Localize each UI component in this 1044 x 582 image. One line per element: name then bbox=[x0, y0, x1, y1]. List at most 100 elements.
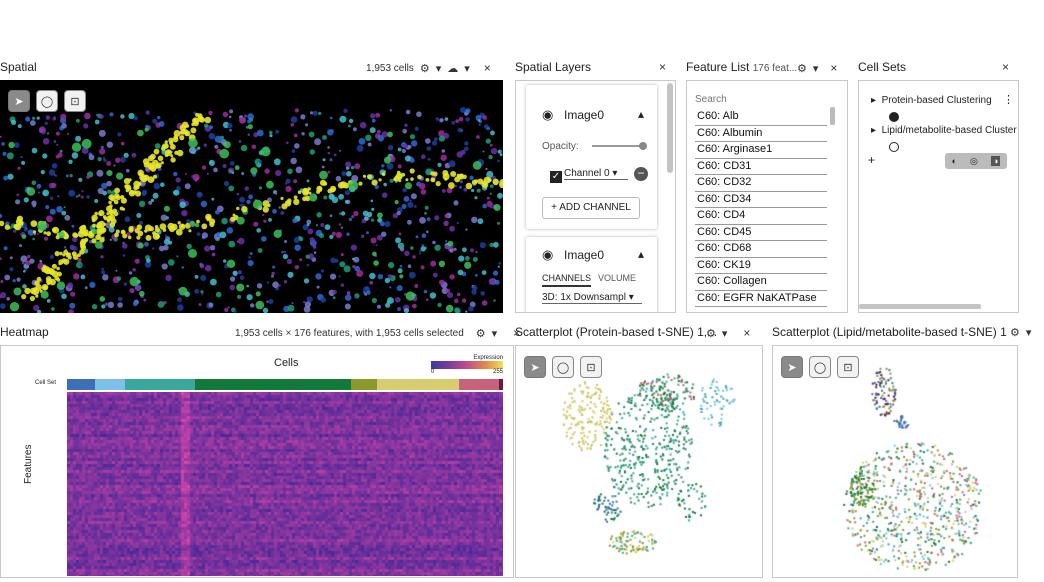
feature-list-title: Feature List 176 feat... bbox=[686, 60, 797, 74]
feature-list-item[interactable]: C60: Collagen bbox=[695, 274, 827, 291]
chevron-down-icon[interactable]: ▾ bbox=[435, 62, 442, 75]
checkbox-icon[interactable] bbox=[889, 112, 899, 122]
cellset-item-protein[interactable]: ▸ Protein-based Clustering bbox=[871, 95, 992, 106]
feature-list-item[interactable]: C60: CD34 bbox=[695, 192, 827, 208]
scrollbar[interactable] bbox=[667, 83, 673, 173]
feature-list-item[interactable]: C60: Arginase1 bbox=[695, 142, 827, 159]
cellset-color-segment[interactable] bbox=[377, 379, 459, 390]
slider-handle[interactable] bbox=[639, 142, 647, 150]
feature-list-item[interactable]: C60: CD68 bbox=[695, 241, 827, 258]
scatter-lipid-panel[interactable]: ➤ ◯ ⊡ bbox=[772, 345, 1018, 578]
cellset-color-segment[interactable] bbox=[195, 379, 351, 390]
opacity-slider[interactable] bbox=[592, 142, 647, 150]
add-channel-button[interactable]: + ADD CHANNEL bbox=[542, 197, 640, 219]
chevron-down-icon[interactable]: ▾ bbox=[1025, 327, 1032, 339]
close-icon[interactable]: × bbox=[513, 326, 521, 340]
eye-icon[interactable]: ◉ bbox=[542, 247, 554, 262]
recenter-button[interactable]: ⊡ bbox=[837, 356, 859, 378]
union-icon[interactable]: ◐ bbox=[951, 156, 957, 166]
heatmap-row-label: Features bbox=[23, 445, 34, 484]
gear-icon[interactable]: ⚙ bbox=[419, 62, 430, 75]
tab-channels[interactable]: CHANNELS bbox=[542, 273, 592, 287]
layer-card-image0: ◉ Image0 ▴ Opacity: ✓ Channel 0 ▾ − + AD… bbox=[526, 85, 657, 229]
legend-title: Expression bbox=[473, 355, 503, 361]
layer-name: Image0 bbox=[564, 248, 605, 262]
cellset-color-segment[interactable] bbox=[351, 379, 377, 390]
close-icon[interactable]: × bbox=[743, 326, 751, 340]
recenter-button[interactable]: ⊡ bbox=[580, 356, 602, 378]
eye-off-icon[interactable]: ◉ bbox=[542, 107, 554, 122]
tab-volume[interactable]: VOLUME bbox=[598, 273, 637, 283]
scrollbar[interactable] bbox=[859, 304, 981, 309]
search-input[interactable] bbox=[695, 91, 831, 107]
cloud-download-icon[interactable]: ☁ bbox=[447, 62, 459, 75]
scatter-lipid-canvas[interactable] bbox=[773, 346, 1017, 577]
feature-count: 176 feat... bbox=[752, 63, 798, 74]
feature-list-item[interactable]: C60: EGFR NaKATPase bbox=[695, 291, 827, 307]
menu-icon[interactable]: ⋮ bbox=[1003, 94, 1014, 106]
cellset-color-segment[interactable] bbox=[125, 379, 195, 390]
plus-icon: + bbox=[551, 202, 557, 213]
expand-icon[interactable]: ▸ bbox=[871, 125, 877, 136]
close-icon[interactable]: × bbox=[659, 60, 667, 74]
scatter-protein-panel[interactable]: ➤ ◯ ⊡ bbox=[515, 345, 763, 578]
complement-icon[interactable]: ◑ bbox=[990, 156, 1001, 166]
cellset-color-segment[interactable] bbox=[67, 379, 95, 390]
heatmap-panel: Cells Expression 0 255 Cell Set Features bbox=[0, 345, 514, 578]
feature-list-item[interactable]: C60: CD32 bbox=[695, 175, 827, 192]
gear-icon[interactable]: ⚙ bbox=[1010, 327, 1020, 339]
opacity-label: Opacity: bbox=[542, 141, 579, 152]
cellset-color-segment[interactable] bbox=[459, 379, 499, 390]
scrollbar[interactable] bbox=[830, 107, 835, 125]
chevron-down-icon: ▾ bbox=[628, 292, 634, 303]
feature-list-item[interactable]: C60: Albumin bbox=[695, 126, 827, 142]
heatmap-col-label: Cells bbox=[274, 357, 299, 369]
intersection-icon[interactable]: ◎ bbox=[970, 155, 978, 166]
pointer-tool-button[interactable]: ➤ bbox=[524, 356, 546, 378]
chevron-down-icon: ▾ bbox=[612, 168, 618, 179]
scatter-protein-canvas[interactable] bbox=[516, 346, 762, 577]
close-icon[interactable]: × bbox=[830, 61, 838, 75]
cellset-color-segment[interactable] bbox=[499, 379, 503, 390]
chevron-down-icon[interactable]: ▾ bbox=[491, 327, 498, 340]
lasso-tool-button[interactable]: ◯ bbox=[809, 356, 831, 378]
feature-list-item[interactable]: C60: CD31 bbox=[695, 159, 827, 175]
feature-list-item[interactable]: C60: Alb bbox=[695, 109, 827, 126]
heatmap-row-label-text: Features bbox=[23, 444, 34, 484]
expand-icon[interactable]: ▸ bbox=[871, 95, 877, 106]
cellset-color-segment[interactable] bbox=[95, 379, 125, 390]
collapse-icon[interactable]: ▴ bbox=[638, 247, 645, 261]
cell-sets-panel: ▸ Protein-based Clustering ⋮ ▸ Lipid/met… bbox=[858, 80, 1019, 313]
close-icon[interactable]: × bbox=[1002, 60, 1010, 74]
collapse-icon[interactable]: ▴ bbox=[638, 107, 645, 121]
checkbox-icon[interactable] bbox=[889, 142, 899, 152]
lasso-tool-button[interactable]: ◯ bbox=[36, 90, 58, 112]
cellset-colorbar[interactable] bbox=[67, 379, 503, 390]
chevron-down-icon[interactable]: ▾ bbox=[812, 62, 819, 75]
scatter-lipid-title: Scatterplot (Lipid/metabolite-based t-SN… bbox=[772, 325, 1007, 339]
chevron-down-icon[interactable]: ▾ bbox=[464, 62, 470, 75]
add-set-button[interactable]: + bbox=[868, 153, 876, 167]
resolution-select[interactable]: 3D: 1x Downsampl ▾ bbox=[542, 292, 642, 304]
spatial-view[interactable]: ➤ ◯ ⊡ bbox=[0, 80, 503, 313]
feature-list-item[interactable]: C60: CK19 bbox=[695, 258, 827, 274]
gear-icon[interactable]: ⚙ bbox=[706, 327, 716, 340]
remove-channel-button[interactable]: − bbox=[634, 167, 648, 181]
cellset-item-lipid[interactable]: ▸ Lipid/metabolite-based Cluster bbox=[871, 125, 1017, 136]
spatial-canvas[interactable] bbox=[0, 80, 503, 313]
feature-list-item[interactable]: C60: CD45 bbox=[695, 225, 827, 241]
feature-list-item[interactable]: C60: CD4 bbox=[695, 208, 827, 225]
channel-checkbox[interactable]: ✓ bbox=[550, 171, 562, 183]
close-icon[interactable]: × bbox=[483, 61, 491, 75]
gear-icon[interactable]: ⚙ bbox=[475, 327, 486, 340]
gear-icon[interactable]: ⚙ bbox=[797, 62, 807, 75]
channel-select[interactable]: Channel 0 ▾ bbox=[564, 168, 628, 180]
heatmap-matrix[interactable] bbox=[67, 392, 503, 576]
lasso-tool-button[interactable]: ◯ bbox=[552, 356, 574, 378]
pointer-icon: ➤ bbox=[787, 361, 797, 374]
chevron-down-icon[interactable]: ▾ bbox=[721, 327, 728, 340]
recenter-button[interactable]: ⊡ bbox=[64, 90, 86, 112]
scatter-protein-title: Scatterplot (Protein-based t-SNE) 1,... bbox=[515, 325, 718, 339]
pointer-tool-button[interactable]: ➤ bbox=[781, 356, 803, 378]
pointer-tool-button[interactable]: ➤ bbox=[8, 90, 30, 112]
